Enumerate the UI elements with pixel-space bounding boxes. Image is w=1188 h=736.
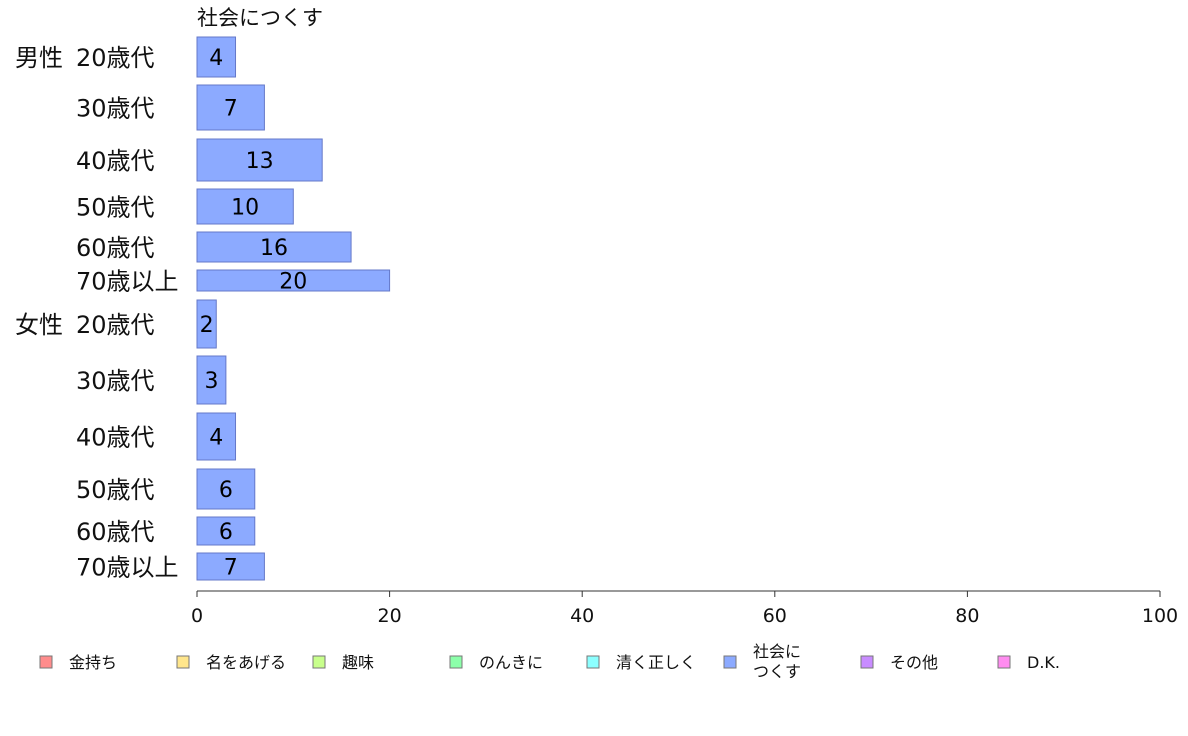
category-label: 20歳代 — [76, 311, 155, 339]
category-label: 20歳代 — [76, 44, 155, 72]
legend-label: 金持ち — [69, 653, 117, 672]
legend-swatch — [997, 655, 1011, 669]
bar — [196, 299, 217, 349]
legend-label-line: 名をあげる — [206, 653, 286, 672]
bar — [196, 468, 256, 510]
bar-value-label: 6 — [219, 520, 233, 545]
bar-value-label: 7 — [224, 97, 238, 122]
legend-swatch — [860, 655, 874, 669]
category-label: 60歳代 — [76, 234, 155, 262]
bar-value-label: 3 — [204, 369, 218, 394]
legend: 金持ち 名をあげる 趣味 のんきに 清く正しく 社会につくす その他 D.K. — [39, 642, 1060, 681]
category-label: 60歳代 — [76, 518, 155, 546]
bar — [196, 138, 323, 182]
legend-swatch — [449, 655, 463, 669]
bar — [196, 269, 391, 292]
legend-label-line: 社会に — [753, 642, 801, 661]
bar-value-label: 4 — [209, 426, 223, 451]
bar — [196, 552, 265, 581]
x-axis: 0 20 40 60 80 100 — [191, 590, 1178, 627]
legend-swatch — [176, 655, 190, 669]
bar-value-label: 6 — [219, 478, 233, 503]
category-label: 40歳代 — [76, 424, 155, 452]
legend-label: 清く正しく — [616, 653, 696, 672]
legend-label-line: 趣味 — [342, 653, 374, 672]
bar — [196, 231, 352, 263]
x-tick-label: 80 — [955, 605, 979, 627]
category-label: 70歳以上 — [76, 268, 179, 296]
category-label: 50歳代 — [76, 476, 155, 504]
legend-swatch — [312, 655, 326, 669]
legend-label-line: その他 — [890, 653, 938, 672]
legend-swatch — [39, 655, 53, 669]
chart-title: 社会につくす — [197, 6, 323, 30]
group-label: 男性 — [15, 44, 63, 72]
legend-label-line: つくす — [753, 662, 801, 681]
bar — [196, 36, 237, 78]
category-labels: 20歳代 30歳代 40歳代 50歳代 60歳代 70歳以上 20歳代 30歳代 40歳代 50歳… — [76, 44, 179, 582]
category-label: 30歳代 — [76, 95, 155, 123]
x-tick-label: 60 — [763, 605, 787, 627]
legend-swatch — [586, 655, 600, 669]
bar — [196, 84, 265, 131]
category-label: 30歳代 — [76, 367, 155, 395]
legend-label-line: 金持ち — [69, 653, 117, 672]
bar — [196, 355, 227, 405]
legend-label-line: のんきに — [479, 653, 543, 672]
bar — [196, 188, 294, 225]
legend-label: その他 — [890, 653, 938, 672]
legend-swatch — [723, 655, 737, 669]
bar-value-label: 10 — [231, 196, 259, 221]
bar — [196, 516, 256, 546]
category-label: 50歳代 — [76, 194, 155, 222]
legend-label: 社会につくす — [753, 642, 801, 681]
legend-label: 趣味 — [342, 653, 374, 672]
x-tick-label: 40 — [570, 605, 594, 627]
x-tick-label: 100 — [1142, 605, 1178, 627]
bar-value-label: 2 — [200, 313, 214, 338]
category-label: 40歳代 — [76, 147, 155, 175]
bar — [196, 412, 237, 461]
legend-label-line: D.K. — [1027, 653, 1060, 672]
bar-value-label: 20 — [279, 270, 307, 295]
bar-value-label: 7 — [224, 556, 238, 581]
bar-value-label: 16 — [260, 236, 288, 261]
bar-value-label: 4 — [209, 46, 223, 71]
legend-label: のんきに — [479, 653, 543, 672]
bar-value-label: 13 — [246, 149, 274, 174]
legend-label: 名をあげる — [206, 653, 286, 672]
bars — [196, 36, 391, 581]
x-tick-label: 0 — [191, 605, 203, 627]
group-label: 女性 — [15, 311, 63, 339]
category-label: 70歳以上 — [76, 554, 179, 582]
legend-label-line: 清く正しく — [616, 653, 696, 672]
x-tick-label: 20 — [378, 605, 402, 627]
legend-label: D.K. — [1027, 653, 1060, 672]
